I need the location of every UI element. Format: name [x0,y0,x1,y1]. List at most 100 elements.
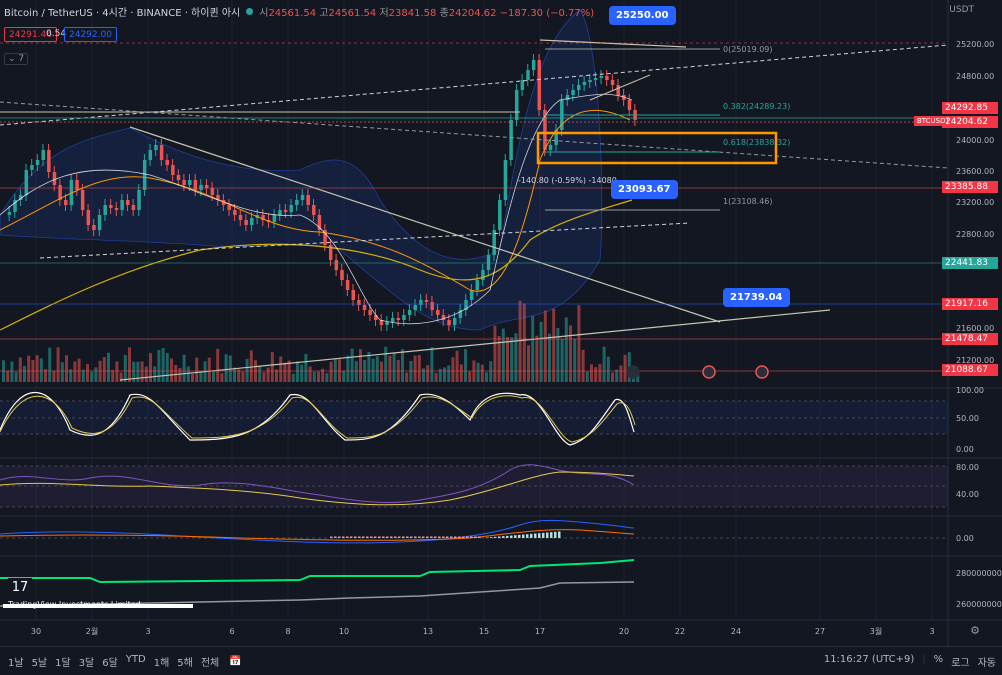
candle-body [334,260,339,270]
candle-body [238,215,243,220]
timeframe-button[interactable]: 6달 [102,657,118,669]
timeframe-button[interactable]: 전체 [200,657,220,669]
volume-bar [585,371,589,382]
candle-body [357,300,361,305]
timeframe-button[interactable]: 1해 [153,657,170,669]
macd-hist-bar [346,536,349,538]
candle-body [148,150,153,160]
volume-bar [522,303,526,382]
volume-bar [275,369,278,382]
volume-bar [480,364,484,382]
candle-body [486,255,491,270]
timeframe-button[interactable]: 1날 [8,657,24,669]
obv-axis-label: 280000000.00 [956,569,1002,578]
candle-body [114,208,119,210]
candle-body [188,180,192,185]
volume-bar [539,321,543,382]
timeframe-button[interactable]: 1달 [55,657,71,669]
bollinger-band [0,9,603,331]
volume-bar [258,366,262,382]
candle-body [182,180,186,185]
us-flag-event-icon [702,365,716,379]
volume-bar [39,358,43,382]
time-axis-label: 3 [145,627,150,636]
macd-hist-bar [442,536,445,538]
market-open-dot-icon [246,7,254,15]
candle-body [75,180,79,190]
volume-bar [514,333,518,382]
volume-bar [191,373,194,382]
candle-body [537,60,542,110]
bid-price-box[interactable]: 24291.46 [4,27,57,42]
time-axis-label: 3 [929,627,934,636]
volume-bar [207,357,211,382]
candle-body [419,300,423,305]
ma-yellow [0,199,633,331]
macd-hist-bar [554,531,557,538]
volume-bar [270,351,274,382]
ask-price-box[interactable]: 24292.00 [64,27,117,42]
clock-timezone[interactable]: 11:16:27 (UTC+9) [823,653,915,665]
percent-scale-button[interactable]: % [933,653,944,665]
symbol-title[interactable]: Bitcoin / TetherUS · 4시간 · BINANCE · 하이퀸… [4,7,241,19]
us-flag-event-icon [755,365,769,379]
candle-body [464,300,468,310]
measure-label: -140.80 (-0.59%) -14080 [518,176,617,185]
candle-body [588,80,592,82]
candle-body [317,215,322,230]
volume-bar [86,364,89,382]
time-axis-label: 6 [229,627,234,636]
candle-body [103,205,107,215]
volume-bar [531,316,535,382]
macd-hist-bar [418,536,421,538]
volume-bar [199,371,203,382]
candle-body [407,310,412,315]
macd-hist-bar [414,536,417,538]
candle-body [24,170,29,195]
volume-bar [506,337,509,382]
timeframe-button[interactable]: 5날 [31,657,48,669]
macd-hist-bar [510,535,513,538]
collapse-indicators-button[interactable]: ⌄ 7 [4,53,29,65]
timeframe-button[interactable]: 5해 [177,657,193,669]
time-axis-label: 15 [479,627,489,636]
candle-body [244,220,248,225]
candle-body [86,210,91,225]
candle-body [312,205,316,215]
timeframe-button[interactable]: YTD [125,653,146,665]
candle-body [171,165,175,175]
volume-bar [359,349,362,382]
volume-bar [350,348,354,382]
candle-body [165,160,169,165]
candle-body [97,215,102,230]
macd-hist-bar [462,536,465,538]
volume-bar [77,358,81,382]
candle-body [351,290,356,300]
volume-bar [212,370,215,382]
chart-canvas[interactable]: 0(25019.09) 0.382(24289.23) 0.618(23838.32… [0,0,1002,646]
watermark-bar [3,604,193,608]
date-range-icon[interactable]: 📅 [229,655,242,667]
volume-bar [489,361,493,382]
macd-hist-bar [526,534,529,538]
candle-body [289,205,293,212]
candle-body [328,245,333,260]
volume-bar [590,364,593,382]
candle-body [385,322,389,325]
volume-bar [111,370,115,382]
fib-label-618: 0.618(23838.32) [723,138,790,147]
currency-label[interactable]: USDT [949,5,974,15]
auto-scale-button[interactable]: 자동 [977,657,996,669]
candle-body [204,185,209,188]
macd-axis-label: 0.00 [956,534,974,543]
macd-hist-bar [538,533,541,538]
candle-body [605,76,609,80]
candle-body [199,185,203,190]
volume-bar [543,310,547,382]
timeframe-button[interactable]: 3달 [78,657,95,669]
price-tick-label: 24800.00 [956,72,994,81]
volume-bar [342,370,346,382]
candle-body [390,318,395,322]
log-scale-button[interactable]: 로그 [951,657,970,669]
